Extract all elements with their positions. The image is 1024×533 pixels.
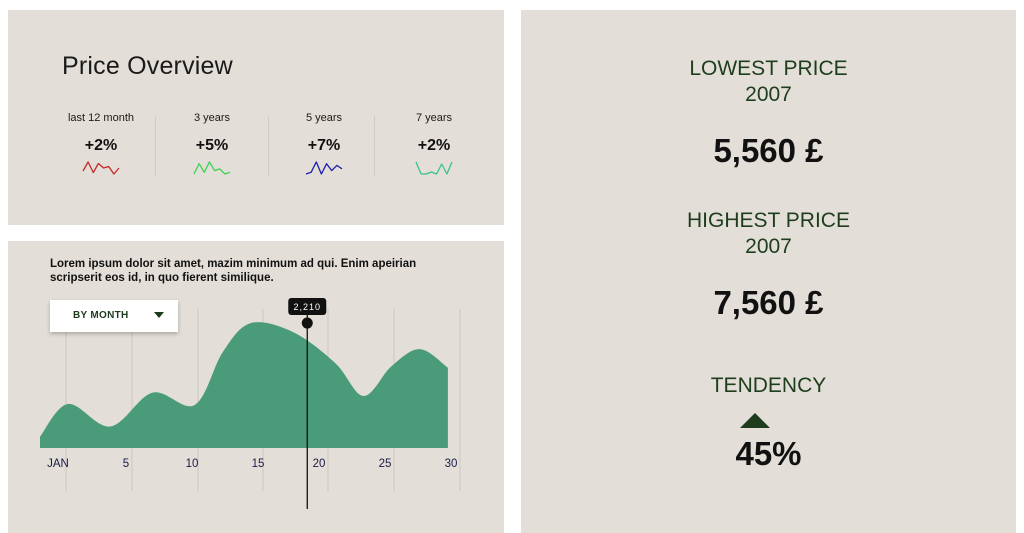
period-label: last 12 month: [67, 112, 135, 124]
sparkline-icon: [193, 161, 231, 175]
tendency-title: TENDENCY: [710, 374, 827, 397]
period-change: +7%: [307, 137, 341, 154]
area-chart[interactable]: 2,210 JAN 5 10 15 20 25 30: [8, 241, 504, 533]
period-change: +5%: [195, 137, 229, 154]
x-tick-label: 15: [252, 458, 265, 470]
tendency-value: 45%: [735, 435, 802, 472]
x-tick-label: 20: [313, 458, 326, 470]
divider: [155, 116, 156, 176]
period-change: +2%: [84, 137, 118, 154]
period-3-years[interactable]: 3 years +5%: [159, 110, 265, 175]
x-tick-label: 30: [445, 458, 458, 470]
period-7-years[interactable]: 7 years +2%: [381, 110, 487, 175]
sparkline-icon: [305, 161, 343, 175]
highest-price-title: HIGHEST PRICE: [687, 209, 850, 232]
chart-description: Lorem ipsum dolor sit amet, mazim minimu…: [50, 258, 417, 284]
lowest-price-heading: LOWEST PRICE 2007: [521, 56, 1016, 108]
sparkline-line: [193, 161, 231, 175]
price-overview-panel: Price Overview last 12 month +2% 3 years…: [8, 10, 504, 225]
lowest-price-year: 2007: [745, 83, 792, 106]
trend-up-icon: [740, 413, 770, 428]
x-tick-label: 5: [123, 458, 129, 470]
period-last-12-month[interactable]: last 12 month +2%: [48, 110, 154, 175]
period-dropdown[interactable]: BY MONTH: [50, 300, 178, 332]
highest-price-value: 7,560 £: [713, 284, 824, 321]
sparkline-line: [415, 161, 453, 175]
x-tick-label: 25: [379, 458, 392, 470]
period-label: 5 years: [305, 112, 343, 124]
tooltip-label: 2,210: [294, 302, 322, 312]
period-label: 7 years: [415, 112, 453, 124]
period-5-years[interactable]: 5 years +7%: [271, 110, 377, 175]
lowest-price-title: LOWEST PRICE: [689, 57, 848, 80]
caret-down-icon: [154, 312, 164, 318]
panel-title: Price Overview: [62, 52, 233, 80]
divider: [268, 116, 269, 176]
divider: [374, 116, 375, 176]
period-label: 3 years: [193, 112, 231, 124]
lowest-price-value: 5,560 £: [713, 132, 824, 169]
x-tick-label: JAN: [47, 458, 69, 470]
highest-price-year: 2007: [745, 235, 792, 258]
sparkline-icon: [82, 161, 120, 175]
highest-price-heading: HIGHEST PRICE 2007: [521, 208, 1016, 260]
sparkline-line: [82, 161, 120, 175]
dropdown-label: BY MONTH: [73, 310, 129, 321]
highlight-point: [301, 317, 313, 329]
area-series: [40, 322, 448, 448]
sparkline-icon: [415, 161, 453, 175]
x-tick-label: 10: [186, 458, 199, 470]
tooltip-box: [288, 298, 327, 315]
price-stats-panel: LOWEST PRICE 2007 5,560 £ HIGHEST PRICE …: [521, 10, 1016, 533]
sparkline-line: [305, 161, 343, 175]
price-chart-panel: 2,210 JAN 5 10 15 20 25 30 Lorem ipsum dolor si…: [8, 241, 504, 533]
period-change: +2%: [417, 137, 451, 154]
